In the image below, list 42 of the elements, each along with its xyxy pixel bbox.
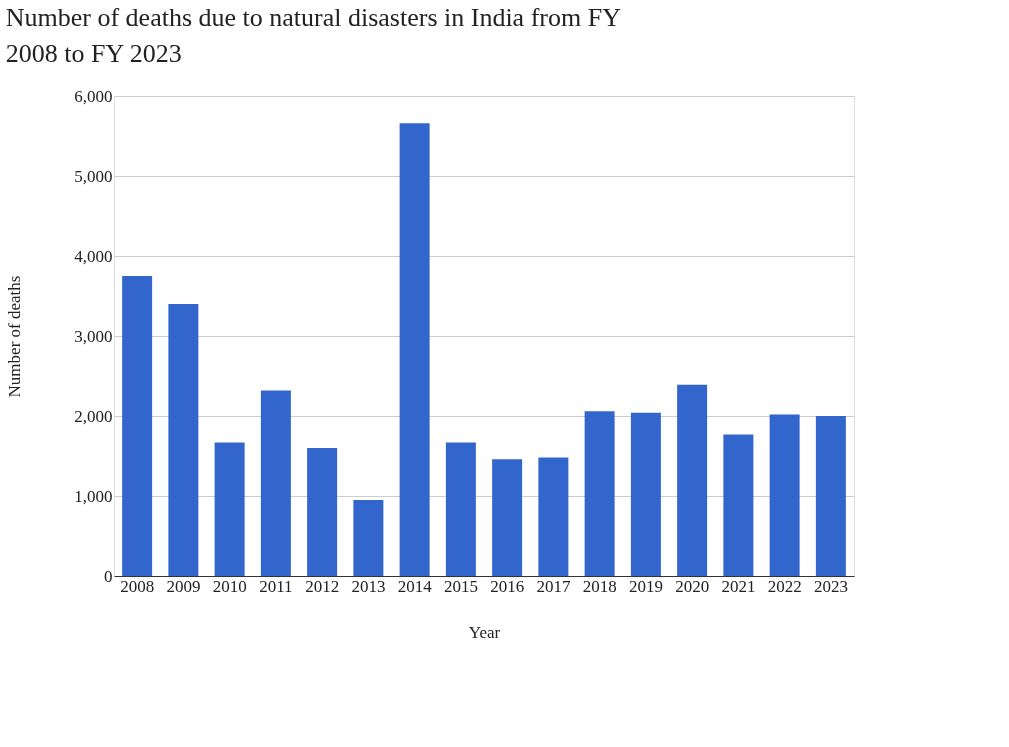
bar bbox=[815, 416, 846, 576]
x-tick-label: 2008 bbox=[120, 576, 155, 596]
y-tick-label: 4,000 bbox=[74, 246, 113, 266]
bar bbox=[399, 123, 430, 576]
bar bbox=[353, 500, 384, 576]
bar bbox=[492, 459, 523, 576]
x-tick-label: 2021 bbox=[721, 576, 756, 596]
x-tick-label: 2014 bbox=[397, 576, 433, 596]
bar bbox=[630, 412, 661, 576]
y-tick-label: 1,000 bbox=[74, 486, 113, 506]
x-tick-label: 2017 bbox=[536, 576, 571, 596]
y-tick-label: 3,000 bbox=[74, 326, 113, 346]
bar bbox=[307, 448, 338, 576]
x-tick-label: 2023 bbox=[813, 576, 848, 596]
bar bbox=[445, 442, 476, 576]
x-tick-label: 2011 bbox=[259, 576, 293, 596]
bar bbox=[769, 414, 800, 576]
x-tick-label: 2022 bbox=[767, 576, 802, 596]
bar bbox=[260, 390, 291, 576]
x-tick-label: 2013 bbox=[351, 576, 386, 596]
bar bbox=[584, 411, 615, 576]
x-tick-label: 2015 bbox=[443, 576, 478, 596]
x-tick-label: 2012 bbox=[305, 576, 340, 596]
bar bbox=[723, 434, 754, 576]
y-tick-label: 0 bbox=[104, 566, 113, 586]
chart-title: Number of deaths due to natural disasters in India from FY 2008 to FY 2023 bbox=[5, 3, 622, 68]
bar bbox=[538, 457, 569, 576]
bar bbox=[122, 276, 153, 576]
y-tick-label: 6,000 bbox=[74, 86, 113, 106]
x-tick-label: 2016 bbox=[490, 576, 525, 596]
y-tick-label: 2,000 bbox=[74, 406, 113, 426]
x-axis-title: Year bbox=[468, 622, 501, 642]
y-tick-label: 5,000 bbox=[74, 166, 113, 186]
x-tick-label: 2009 bbox=[166, 576, 201, 596]
bar bbox=[168, 304, 199, 576]
x-tick-label: 2018 bbox=[582, 576, 617, 596]
x-tick-label: 2020 bbox=[675, 576, 710, 596]
x-tick-label: 2010 bbox=[212, 576, 247, 596]
bar bbox=[677, 384, 708, 576]
bar bbox=[214, 442, 245, 576]
y-axis-title: Number of deaths bbox=[5, 275, 25, 398]
x-tick-label: 2019 bbox=[628, 576, 663, 596]
